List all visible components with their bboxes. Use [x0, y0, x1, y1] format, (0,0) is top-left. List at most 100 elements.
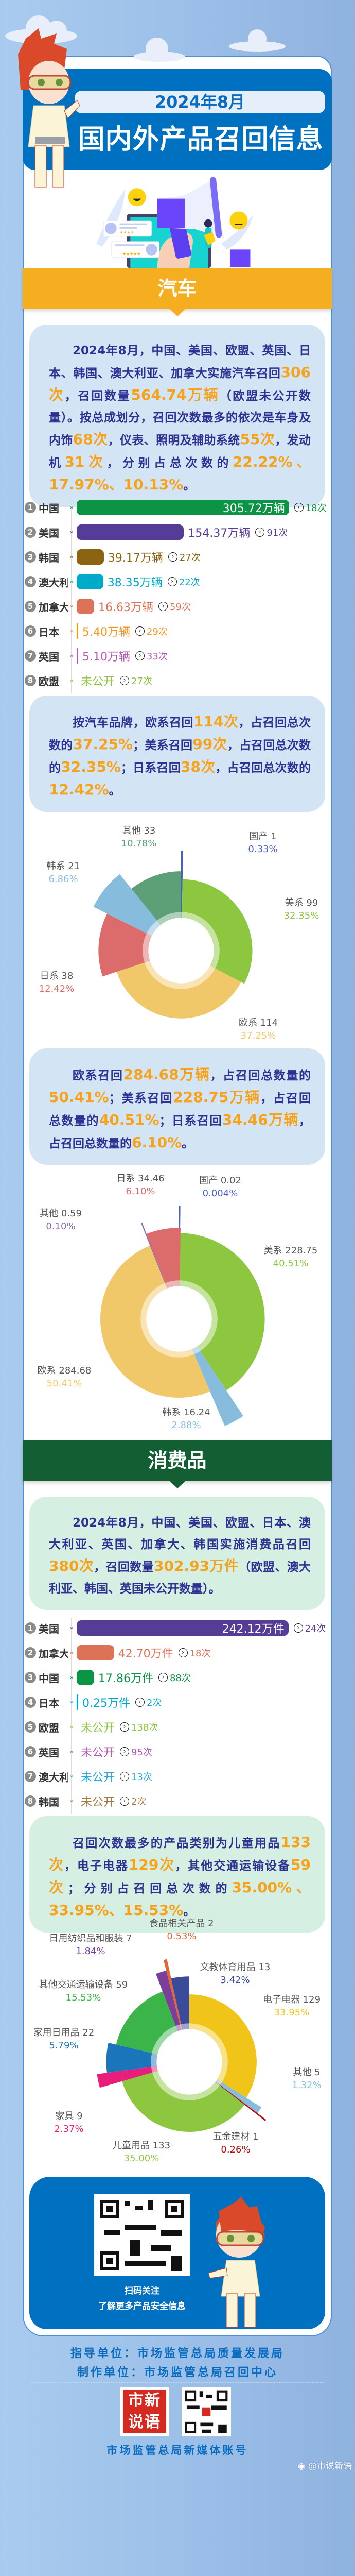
rank-badge: 7	[25, 1771, 36, 1782]
ranking-row: 6 英国 » 未公开 › 95次	[25, 1742, 152, 1761]
volume-value: 154.37万辆	[188, 527, 251, 540]
arrow-circle-icon: ›	[135, 651, 145, 660]
slice-label: 韩系 16.24 2.88%	[162, 1406, 210, 1432]
slice-name-value: 家用日用品 22	[33, 2027, 95, 2039]
pointer-triangle	[169, 1481, 185, 1488]
slice-label: 美系 99 32.35%	[284, 896, 319, 922]
qr-code-pattern	[185, 2390, 228, 2433]
text-segment: 。	[182, 1137, 194, 1150]
recall-count: 29次	[147, 626, 168, 637]
text-segment: ；美系召回	[109, 1092, 173, 1105]
text-segment: 欧系召回	[73, 1069, 123, 1082]
rank-badge: 5	[25, 601, 36, 612]
qr-caption-title: 扫码关注	[125, 2286, 159, 2296]
rank-badge: 3	[25, 551, 36, 563]
car-brand-volume-text: 欧系召回284.68万辆，占召回总数量的50.41%；美系召回228.75万辆，…	[29, 1048, 325, 1165]
chevron-right-icon: »	[69, 553, 74, 561]
arrow-circle-icon: ›	[158, 1673, 168, 1682]
ranking-axis-line	[71, 497, 72, 693]
ranking-row: 2 加拿大» 42.70万件 › 18次	[25, 1643, 210, 1662]
chevron-right-icon: »	[69, 676, 74, 685]
slice-percent: 6.86%	[48, 874, 78, 885]
slice-name-value: 国产 1	[249, 831, 277, 842]
text-segment: ；分别占召回总次数的	[67, 1882, 232, 1895]
qr-code-media[interactable]	[182, 2387, 231, 2436]
volume-value: 0.25万件	[82, 1697, 130, 1710]
slice-percent: 5.79%	[49, 2040, 79, 2052]
chevron-right-icon: »	[69, 1673, 74, 1682]
slice-name-value: 日用纺织品和服装 7	[49, 1933, 132, 1944]
pie-slice	[93, 874, 161, 936]
pie-slice-inner-ring	[151, 2053, 157, 2067]
section-title-consumer: 消费品	[148, 1449, 207, 1472]
text-segment: 。	[183, 479, 196, 493]
slice-label: 文教体育用品 13 3.42%	[200, 1961, 271, 1987]
slice-percent: 6.10%	[126, 1186, 155, 1197]
pie-slice-inner-ring	[192, 1346, 201, 1354]
highlight-figure: 284.68万辆	[123, 1066, 210, 1083]
page-title: 国内外产品召回信息	[78, 124, 324, 155]
pie-slice	[215, 2079, 262, 2113]
highlight-figure: 133次	[49, 1834, 311, 1873]
slice-percent: 50.41%	[46, 1378, 82, 1389]
header-banner	[23, 69, 332, 170]
volume-bar	[77, 623, 78, 639]
ranking-row: 4 日本 » 0.25万件 › 2次	[25, 1693, 162, 1711]
pie-slice	[192, 1346, 243, 1426]
recall-count: 18次	[189, 1648, 211, 1659]
chevron-right-icon: »	[69, 1698, 74, 1706]
car-summary-text: 2024年8月，中国、美国、欧盟、英国、日本、韩国、澳大利亚、加拿大实施汽车召回…	[29, 325, 325, 507]
pie-slice-inner-ring	[147, 920, 161, 936]
text-segment: 召回次数最多的产品类别为儿童用品	[73, 1837, 281, 1850]
slice-percent: 1.32%	[292, 2079, 322, 2091]
chevron-right-icon: »	[69, 1649, 74, 1657]
ranking-row: 8 欧盟 » 未公开 › 27次	[25, 671, 152, 690]
highlight-figure: 38次	[181, 758, 216, 775]
country-label: 日本	[39, 625, 59, 638]
volume-bar	[77, 599, 94, 614]
highlight-figure: 37.25%	[73, 736, 133, 753]
volume-bar	[77, 549, 104, 565]
ranking-row: 1 美国 » 242.12万件 › 24次	[25, 1619, 326, 1637]
slice-percent: 0.004%	[202, 1188, 238, 1199]
ranking-row: 5 欧盟 » 未公开 › 138次	[25, 1718, 158, 1736]
country-label: 韩国	[39, 551, 59, 564]
pie-slice	[182, 879, 253, 984]
svg-text:★★★★: ★★★★	[119, 230, 134, 234]
rank-badge: 8	[25, 1795, 36, 1807]
chevron-right-icon: »	[69, 652, 74, 660]
slice-label: 其他交通运输设备 59 15.53%	[39, 1978, 128, 2004]
pie-slice	[155, 1970, 182, 2031]
text-segment: ，分别占总次数的	[106, 456, 233, 470]
slice-name-value: 国产 0.02	[199, 1175, 241, 1186]
rank-badge: 3	[25, 1672, 36, 1683]
country-label: 中国	[39, 502, 59, 515]
highlight-figure: 34.46万辆	[222, 1111, 299, 1128]
qr-code-follow[interactable]	[94, 2194, 190, 2276]
clouds-decoration	[5, 15, 286, 62]
watermark-text: @市说新语	[308, 2461, 352, 2471]
recall-count: 27次	[131, 676, 152, 687]
highlight-figure: 306次	[49, 364, 311, 403]
volume-bar	[77, 1694, 78, 1710]
pie-slice-inner-ring	[165, 1280, 180, 1289]
text-segment: ，其他交通运输设备	[175, 1859, 291, 1873]
pie-slice	[146, 1228, 181, 1289]
pie-slice	[171, 1976, 189, 2030]
slice-name-value: 韩系 21	[46, 861, 80, 872]
volume-value: 未公开	[81, 1771, 115, 1784]
logo-shishuoxinyu: 市新说语	[120, 2387, 169, 2436]
country-label: 澳大利亚	[39, 1771, 68, 1784]
recall-count: 27次	[179, 552, 201, 563]
rank-badge: 8	[25, 675, 36, 686]
slice-percent: 35.00%	[123, 2153, 159, 2164]
slice-label: 食品相关产品 2 0.53%	[149, 1917, 214, 1943]
recall-count: 13次	[131, 1772, 152, 1783]
rank-badge: 6	[25, 625, 36, 637]
mascot-footer	[208, 2196, 265, 2328]
slice-percent: 0.10%	[46, 1221, 76, 1232]
recall-count: 33次	[147, 651, 168, 662]
ranking-row: 6 日本 » 5.40万辆 › 29次	[25, 622, 168, 640]
slice-percent: 2.88%	[171, 1420, 201, 1431]
recall-count: 88次	[169, 1673, 191, 1684]
